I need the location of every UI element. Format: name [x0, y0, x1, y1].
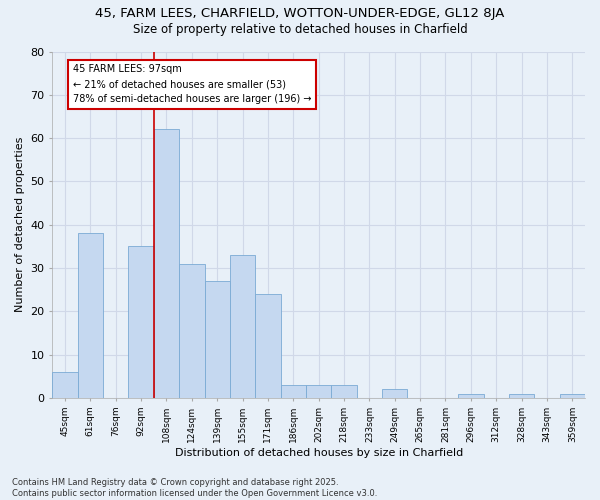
Bar [128, 246, 154, 398]
Text: 45 FARM LEES: 97sqm
← 21% of detached houses are smaller (53)
78% of semi-detach: 45 FARM LEES: 97sqm ← 21% of detached ho… [73, 64, 311, 104]
Bar [509, 394, 534, 398]
Bar [179, 264, 205, 398]
Bar [281, 385, 306, 398]
Bar [230, 255, 255, 398]
Bar [306, 385, 331, 398]
Text: 45, FARM LEES, CHARFIELD, WOTTON-UNDER-EDGE, GL12 8JA: 45, FARM LEES, CHARFIELD, WOTTON-UNDER-E… [95, 8, 505, 20]
Bar [77, 234, 103, 398]
Bar [458, 394, 484, 398]
X-axis label: Distribution of detached houses by size in Charfield: Distribution of detached houses by size … [175, 448, 463, 458]
Bar [52, 372, 77, 398]
Y-axis label: Number of detached properties: Number of detached properties [15, 137, 25, 312]
Bar [331, 385, 357, 398]
Bar [255, 294, 281, 398]
Text: Size of property relative to detached houses in Charfield: Size of property relative to detached ho… [133, 22, 467, 36]
Bar [560, 394, 585, 398]
Bar [154, 130, 179, 398]
Bar [382, 390, 407, 398]
Text: Contains HM Land Registry data © Crown copyright and database right 2025.
Contai: Contains HM Land Registry data © Crown c… [12, 478, 377, 498]
Bar [205, 281, 230, 398]
